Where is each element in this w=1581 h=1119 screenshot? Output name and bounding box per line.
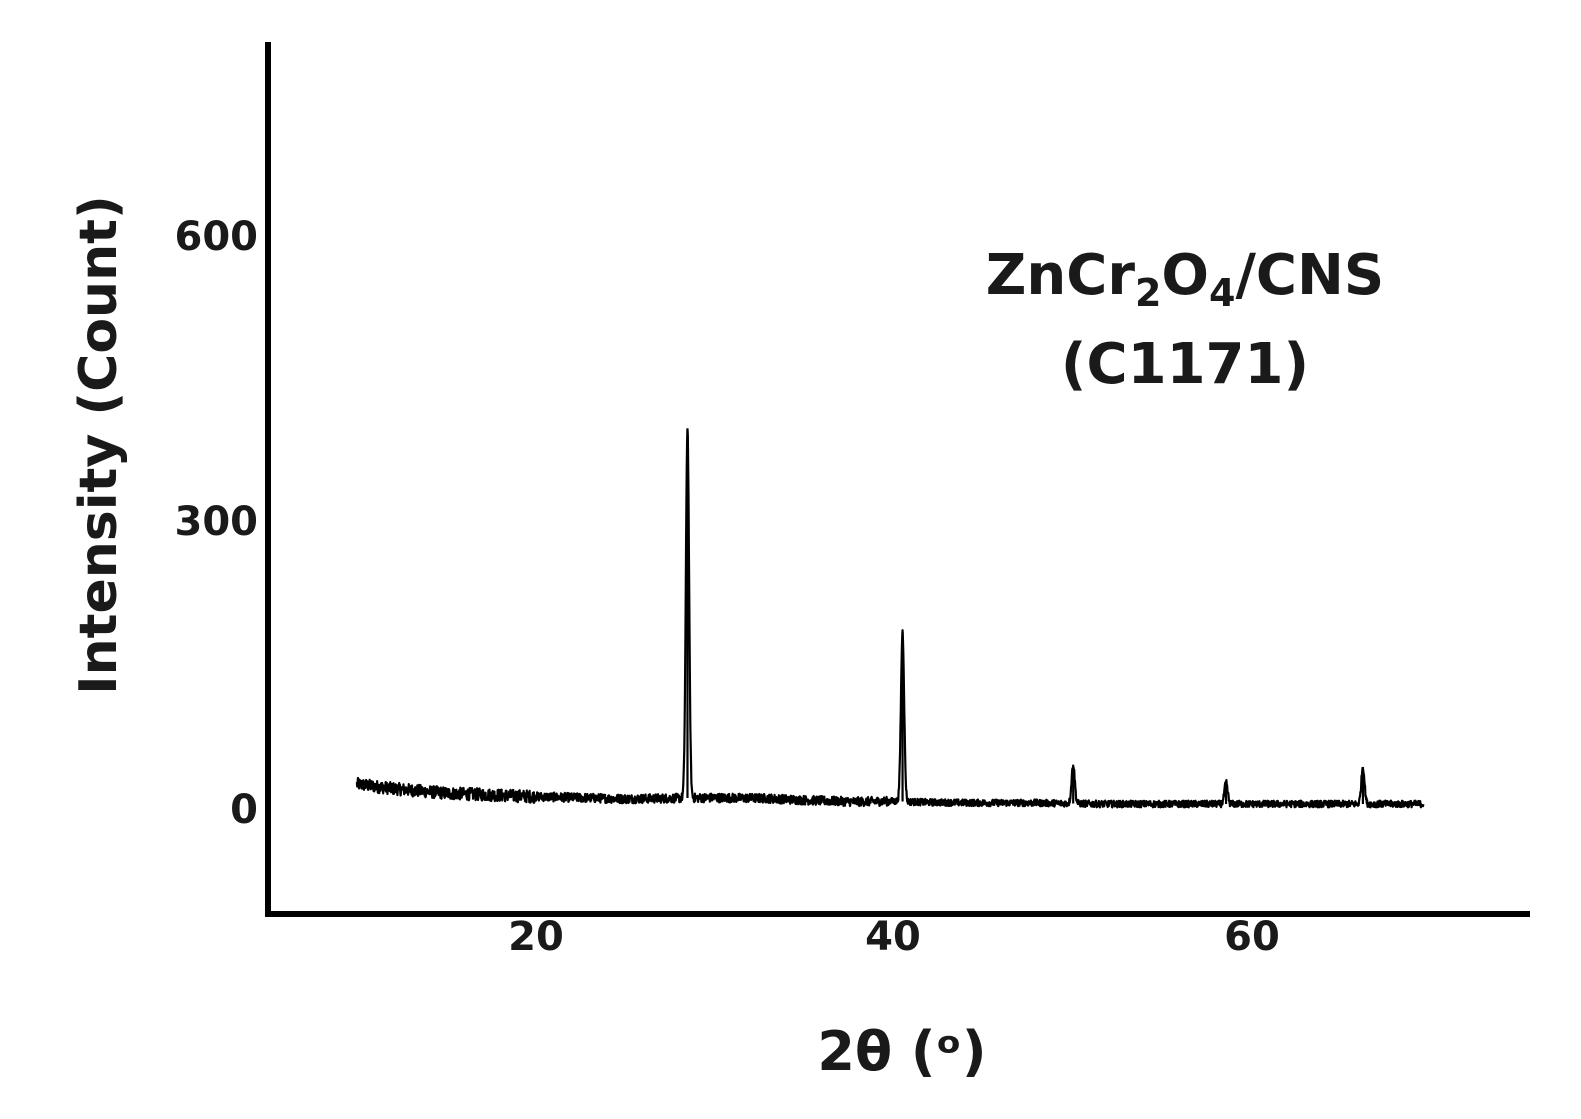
x-axis-title: 2θ (ᵒ)	[817, 1020, 986, 1083]
x-tick-label-40: 40	[865, 914, 921, 960]
y-tick-label-600: 600	[175, 214, 259, 260]
y-axis-title: Intensity (Count)	[69, 195, 129, 694]
x-tick-label-20: 20	[508, 914, 564, 960]
sample-annotation-line1: ZnCr2O4/CNS	[986, 243, 1384, 315]
y-tick-label-0: 0	[230, 787, 258, 833]
x-tick-label-60: 60	[1224, 914, 1280, 960]
series-line	[355, 428, 1425, 809]
y-tick-label-300: 300	[175, 499, 259, 545]
sample-annotation-line2: (C1171)	[1061, 332, 1309, 397]
